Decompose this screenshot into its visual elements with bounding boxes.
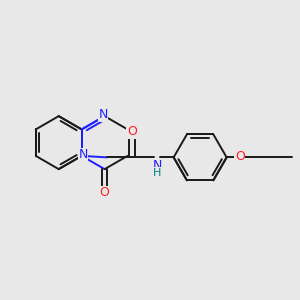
Text: O: O xyxy=(100,186,110,199)
Text: N: N xyxy=(153,159,162,172)
Text: N: N xyxy=(79,148,88,161)
Text: H: H xyxy=(153,168,161,178)
Text: O: O xyxy=(235,150,245,163)
Text: O: O xyxy=(127,125,137,138)
Text: N: N xyxy=(98,109,108,122)
